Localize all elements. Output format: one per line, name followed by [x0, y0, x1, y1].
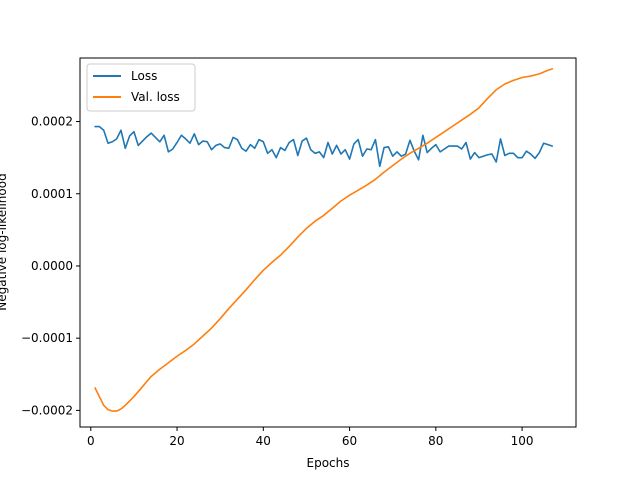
- y-tick-label: −0.0002: [21, 403, 73, 417]
- x-tick-label: 20: [169, 434, 184, 448]
- x-tick-label: 40: [256, 434, 271, 448]
- x-tick-label: 60: [342, 434, 357, 448]
- y-axis-label: Negative log-likelihood: [0, 173, 9, 310]
- series-line-loss: [94, 125, 554, 168]
- x-tick-label: 80: [428, 434, 443, 448]
- y-tick-label: −0.0001: [21, 331, 73, 345]
- legend-label-loss: Loss: [131, 69, 157, 83]
- y-tick-label: 0.0002: [31, 115, 73, 129]
- x-axis-label: Epochs: [307, 456, 350, 470]
- legend: Loss Val. loss: [86, 63, 196, 112]
- series-line-val-loss: [94, 68, 554, 412]
- x-tick-label: 0: [87, 434, 95, 448]
- y-tick-label: 0.0000: [31, 259, 73, 273]
- plot-area: [94, 68, 554, 412]
- axes: 0 20 40 60 80 100 −0.0002 −0.0001 0.0000 0.0001 0.…: [21, 115, 534, 448]
- x-tick-label: 100: [511, 434, 534, 448]
- y-tick-label: 0.0001: [31, 187, 73, 201]
- legend-label-val-loss: Val. loss: [131, 90, 180, 104]
- axes-frame: [79, 57, 577, 428]
